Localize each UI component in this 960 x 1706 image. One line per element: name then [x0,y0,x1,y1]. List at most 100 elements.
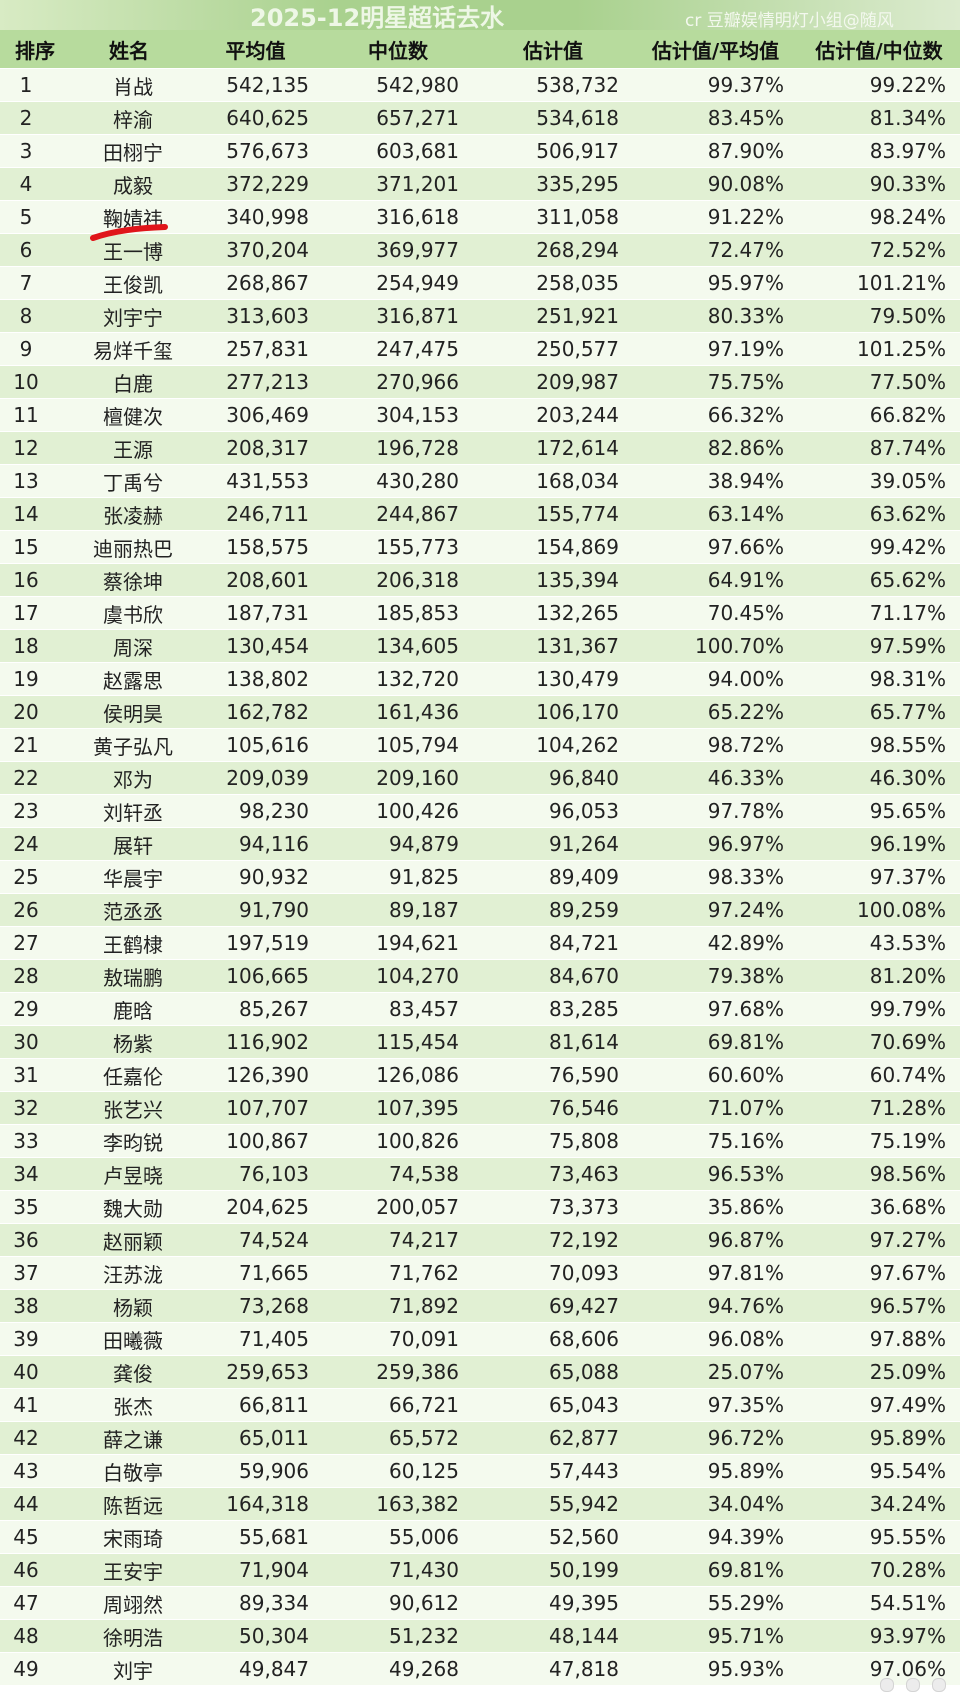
cell-estimate: 84,721 [473,926,633,960]
cell-estimate: 96,053 [473,794,633,828]
cell-average: 431,553 [188,464,323,498]
cell-estimate-over-average: 79.38% [633,959,798,993]
table-title: 2025-12明星超话去水 [250,4,505,32]
cell-rank: 41 [0,1388,70,1422]
cell-name: 田栩宁 [70,134,188,168]
cell-estimate-over-average: 91.22% [633,200,798,234]
cell-median: 200,057 [323,1190,473,1224]
cell-median: 90,612 [323,1586,473,1620]
cell-estimate: 209,987 [473,365,633,399]
cell-estimate-over-median: 71.28% [798,1091,960,1125]
cell-name: 李昀锐 [70,1124,188,1158]
cell-average: 204,625 [188,1190,323,1224]
dot-icon [880,1678,894,1692]
cell-estimate-over-median: 75.19% [798,1124,960,1158]
cell-estimate: 106,170 [473,695,633,729]
column-header-median: 中位数 [323,30,473,69]
cell-rank: 17 [0,596,70,630]
cell-estimate-over-median: 83.97% [798,134,960,168]
title-bar: 2025-12明星超话去水 cr 豆瓣娱情明灯小组@随风 [0,0,960,32]
cell-estimate: 76,590 [473,1058,633,1092]
cell-estimate: 172,614 [473,431,633,465]
table-row: 4 成毅 372,229 371,201 335,295 90.08% 90.33% [0,167,960,201]
table-row: 13 丁禹兮 431,553 430,280 168,034 38.94% 39.05% [0,464,960,498]
cell-average: 105,616 [188,728,323,762]
table-row: 26 范丞丞 91,790 89,187 89,259 97.24% 100.08% [0,893,960,927]
cell-estimate-over-average: 66.32% [633,398,798,432]
cell-estimate-over-median: 54.51% [798,1586,960,1620]
cell-name: 易烊千玺 [70,332,188,366]
cell-estimate-over-median: 99.22% [798,68,960,102]
cell-rank: 3 [0,134,70,168]
cell-rank: 35 [0,1190,70,1224]
cell-average: 208,317 [188,431,323,465]
cell-name: 迪丽热巴 [70,530,188,564]
cell-rank: 16 [0,563,70,597]
cell-rank: 42 [0,1421,70,1455]
cell-median: 185,853 [323,596,473,630]
cell-estimate-over-average: 95.89% [633,1454,798,1488]
cell-rank: 21 [0,728,70,762]
cell-estimate-over-average: 96.87% [633,1223,798,1257]
cell-estimate: 47,818 [473,1652,633,1686]
cell-estimate-over-median: 101.21% [798,266,960,300]
cell-name: 张艺兴 [70,1091,188,1125]
cell-median: 194,621 [323,926,473,960]
cell-estimate-over-median: 63.62% [798,497,960,531]
cell-estimate-over-median: 93.97% [798,1619,960,1653]
cell-estimate-over-average: 94.00% [633,662,798,696]
cell-average: 85,267 [188,992,323,1026]
cell-name: 肖战 [70,68,188,102]
table-row: 18 周深 130,454 134,605 131,367 100.70% 97.59% [0,629,960,663]
cell-estimate-over-median: 97.88% [798,1322,960,1356]
cell-average: 71,665 [188,1256,323,1290]
cell-estimate-over-median: 46.30% [798,761,960,795]
cell-name: 汪苏泷 [70,1256,188,1290]
cell-name: 白敬亭 [70,1454,188,1488]
table-row: 44 陈哲远 164,318 163,382 55,942 34.04% 34.24% [0,1487,960,1521]
cell-estimate-over-average: 69.81% [633,1025,798,1059]
cell-name: 王安宇 [70,1553,188,1587]
cell-average: 98,230 [188,794,323,828]
cell-median: 71,430 [323,1553,473,1587]
cell-rank: 34 [0,1157,70,1191]
table-row: 19 赵露思 138,802 132,720 130,479 94.00% 98.31% [0,662,960,696]
overlay-icons [870,1668,960,1706]
cell-estimate-over-average: 65.22% [633,695,798,729]
cell-name: 成毅 [70,167,188,201]
cell-estimate: 62,877 [473,1421,633,1455]
cell-estimate-over-median: 95.54% [798,1454,960,1488]
cell-name: 侯明昊 [70,695,188,729]
table-row: 28 敖瑞鹏 106,665 104,270 84,670 79.38% 81.20% [0,959,960,993]
cell-median: 126,086 [323,1058,473,1092]
cell-estimate-over-average: 63.14% [633,497,798,531]
cell-average: 640,625 [188,101,323,135]
cell-median: 115,454 [323,1025,473,1059]
cell-average: 542,135 [188,68,323,102]
cell-name: 赵露思 [70,662,188,696]
cell-rank: 38 [0,1289,70,1323]
cell-average: 208,601 [188,563,323,597]
cell-median: 107,395 [323,1091,473,1125]
cell-average: 73,268 [188,1289,323,1323]
cell-name: 鹿晗 [70,992,188,1026]
table-row: 24 展轩 94,116 94,879 91,264 96.97% 96.19% [0,827,960,861]
cell-estimate-over-median: 97.59% [798,629,960,663]
cell-median: 104,270 [323,959,473,993]
table-row: 14 张凌赫 246,711 244,867 155,774 63.14% 63.62% [0,497,960,531]
cell-rank: 8 [0,299,70,333]
cell-estimate-over-average: 97.35% [633,1388,798,1422]
cell-median: 254,949 [323,266,473,300]
cell-average: 158,575 [188,530,323,564]
cell-rank: 26 [0,893,70,927]
cell-median: 74,217 [323,1223,473,1257]
table-row: 29 鹿晗 85,267 83,457 83,285 97.68% 99.79% [0,992,960,1026]
cell-name: 丁禹兮 [70,464,188,498]
cell-estimate: 154,869 [473,530,633,564]
cell-estimate-over-median: 95.65% [798,794,960,828]
cell-estimate-over-median: 97.27% [798,1223,960,1257]
table-row: 15 迪丽热巴 158,575 155,773 154,869 97.66% 99.42% [0,530,960,564]
cell-estimate: 311,058 [473,200,633,234]
cell-rank: 14 [0,497,70,531]
cell-rank: 13 [0,464,70,498]
